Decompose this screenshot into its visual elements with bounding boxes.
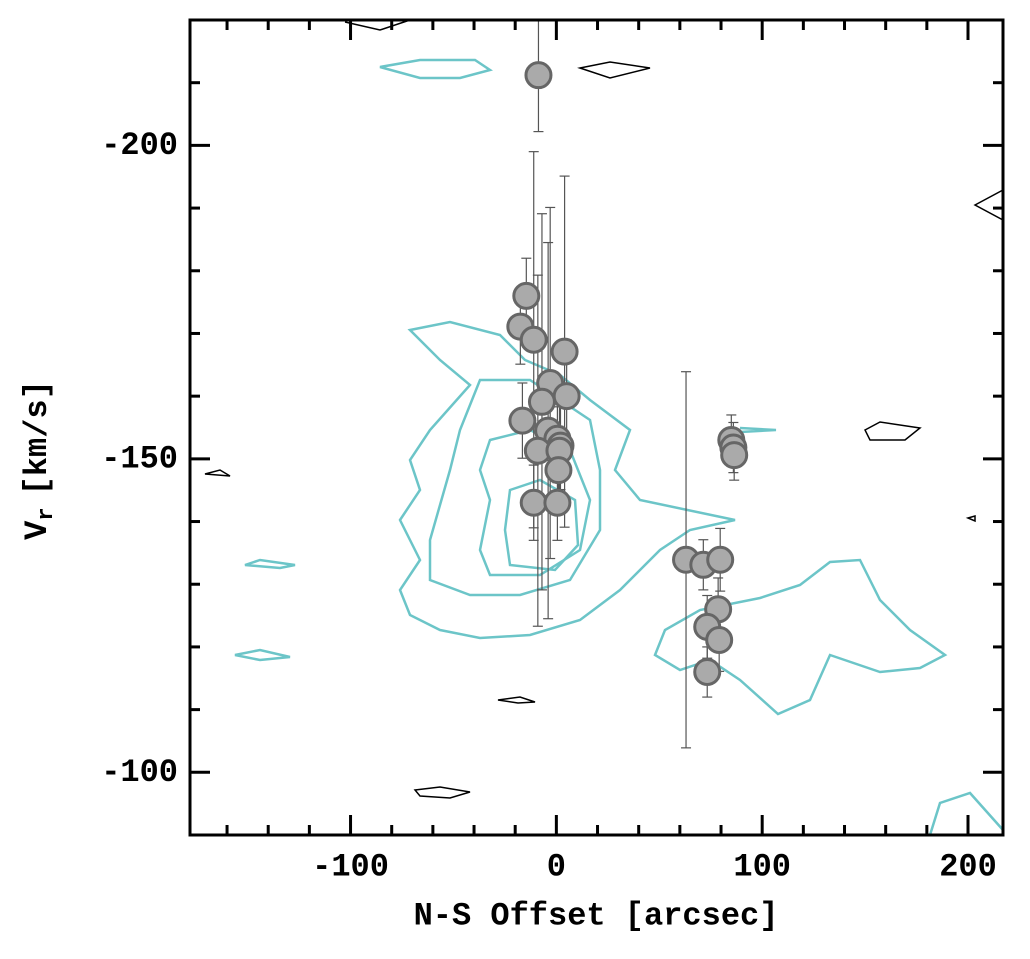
contour	[413, 786, 471, 799]
point	[706, 545, 735, 574]
y-label-main: V	[19, 520, 56, 540]
point	[524, 61, 553, 90]
plot-frame	[188, 18, 1005, 837]
contour	[503, 478, 580, 572]
y-tick-label: -150	[101, 440, 178, 477]
y-label-sub: r	[34, 507, 59, 520]
point	[552, 382, 581, 411]
point	[512, 281, 541, 310]
contour	[379, 58, 493, 80]
x-axis-label: N-S Offset [arcsec]	[414, 897, 779, 934]
contour	[244, 558, 296, 570]
point	[527, 387, 556, 416]
contour	[497, 696, 536, 704]
point	[519, 488, 548, 517]
contour	[864, 421, 922, 441]
contour	[234, 648, 291, 662]
point	[519, 325, 548, 354]
x-tick-label: 200	[939, 848, 997, 885]
point	[543, 488, 572, 517]
contour	[965, 515, 976, 523]
contour	[973, 188, 1004, 222]
x-tick-label: -100	[312, 848, 389, 885]
contour	[577, 61, 651, 79]
point	[508, 406, 537, 435]
contour	[928, 791, 1004, 836]
contour	[204, 469, 231, 477]
contour	[344, 19, 411, 31]
y-axis-label: Vr [km/s]	[19, 380, 58, 540]
point	[705, 626, 734, 655]
point	[550, 337, 579, 366]
contour	[739, 426, 777, 434]
point	[693, 658, 722, 686]
point	[544, 456, 573, 485]
y-tick-label: -100	[101, 754, 178, 791]
y-label-unit: [km/s]	[19, 380, 56, 495]
point	[720, 441, 749, 470]
y-tick-label: -200	[101, 127, 178, 164]
contour	[653, 558, 948, 716]
x-tick-label: 100	[733, 848, 791, 885]
contours-cyan	[234, 58, 1004, 836]
x-tick-label: 0	[547, 848, 566, 885]
